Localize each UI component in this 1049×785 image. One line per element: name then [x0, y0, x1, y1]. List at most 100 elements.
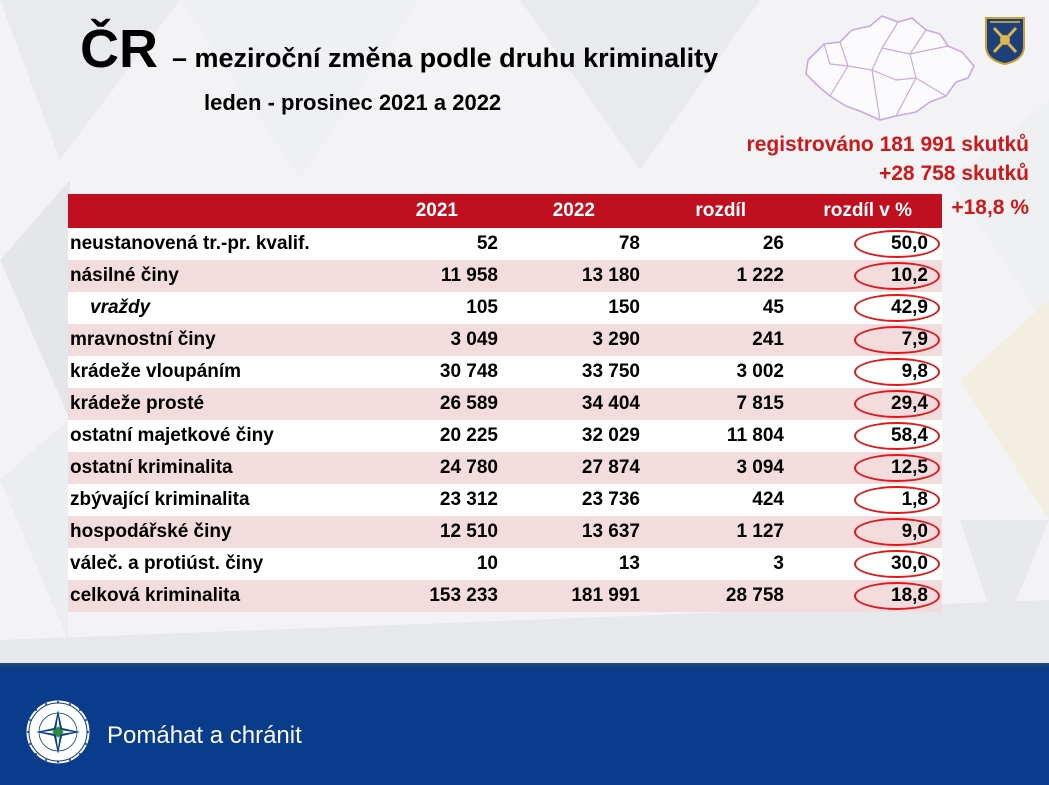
cell-2022: 3 290 — [498, 324, 640, 356]
table-row: ostatní majetkové činy 20 225 32 029 11 … — [68, 420, 942, 452]
row-label: neustanovená tr.-pr. kvalif. — [68, 228, 368, 260]
highlight-ring — [854, 262, 940, 290]
cell-difference: 1 127 — [640, 516, 784, 548]
row-label: ostatní kriminalita — [68, 452, 368, 484]
percent-value: 9,8 — [901, 361, 928, 382]
title-country: ČR — [80, 19, 158, 79]
cell-2021: 153 233 — [368, 580, 498, 612]
cell-percent: 29,4 — [784, 388, 942, 420]
cell-2021: 11 958 — [368, 260, 498, 292]
table-row: váleč. a protiúst. činy 10 13 3 30,0 — [68, 548, 942, 580]
percent-value: 9,0 — [901, 521, 928, 542]
row-label: hospodářské činy — [68, 516, 368, 548]
cell-2022: 150 — [498, 292, 640, 324]
table-row: krádeže vloupáním 30 748 33 750 3 002 9,… — [68, 356, 942, 388]
cell-2021: 30 748 — [368, 356, 498, 388]
row-label: krádeže vloupáním — [68, 356, 368, 388]
cell-2022: 13 180 — [498, 260, 640, 292]
cell-percent: 58,4 — [784, 420, 942, 452]
cell-difference: 7 815 — [640, 388, 784, 420]
row-label: ostatní majetkové činy — [68, 420, 368, 452]
cell-2021: 105 — [368, 292, 498, 324]
cell-percent: 9,0 — [784, 516, 942, 548]
cell-2022: 34 404 — [498, 388, 640, 420]
footer-divider — [0, 663, 1049, 669]
summary-block: registrováno 181 991 skutků +28 758 skut… — [747, 130, 1029, 188]
row-label: zbývající kriminalita — [68, 484, 368, 516]
table-row: ostatní kriminalita 24 780 27 874 3 094 … — [68, 452, 942, 484]
highlight-ring — [854, 422, 940, 450]
cell-percent: 50,0 — [784, 228, 942, 260]
cell-2022: 13 — [498, 548, 640, 580]
cell-difference: 28 758 — [640, 580, 784, 612]
percent-value: 12,5 — [891, 457, 928, 478]
table-row: vraždy 105 150 45 42,9 — [68, 292, 942, 324]
cell-2021: 26 589 — [368, 388, 498, 420]
table-row: neustanovená tr.-pr. kvalif. 52 78 26 50… — [68, 228, 942, 260]
percent-value: 50,0 — [891, 233, 928, 254]
cell-2022: 27 874 — [498, 452, 640, 484]
percent-value: 10,2 — [891, 265, 928, 286]
cell-difference: 3 — [640, 548, 784, 580]
cell-2021: 10 — [368, 548, 498, 580]
header-2021: 2021 — [368, 194, 498, 228]
cell-2021: 12 510 — [368, 516, 498, 548]
cell-difference: 11 804 — [640, 420, 784, 452]
percent-value: 30,0 — [891, 553, 928, 574]
police-star-logo-icon — [25, 699, 91, 765]
table-row-total: celková kriminalita 153 233 181 991 28 7… — [68, 580, 942, 612]
header-difference: rozdíl — [640, 194, 784, 228]
highlight-ring — [854, 294, 940, 322]
cell-2022: 78 — [498, 228, 640, 260]
table-row: zbývající kriminalita 23 312 23 736 424 … — [68, 484, 942, 516]
cell-2021: 20 225 — [368, 420, 498, 452]
cell-percent: 42,9 — [784, 292, 942, 324]
cell-2022: 181 991 — [498, 580, 640, 612]
table-row: násilné činy 11 958 13 180 1 222 10,2 — [68, 260, 942, 292]
percent-value: 29,4 — [891, 393, 928, 414]
header-label — [68, 194, 368, 228]
highlight-ring — [854, 358, 940, 386]
cell-2021: 23 312 — [368, 484, 498, 516]
highlight-ring — [854, 390, 940, 418]
cell-percent: 10,2 — [784, 260, 942, 292]
cell-difference: 1 222 — [640, 260, 784, 292]
highlight-ring — [854, 582, 940, 610]
cell-2021: 3 049 — [368, 324, 498, 356]
highlight-ring — [854, 230, 940, 258]
cell-difference: 3 094 — [640, 452, 784, 484]
cell-percent: 9,8 — [784, 356, 942, 388]
cell-difference: 26 — [640, 228, 784, 260]
cell-2021: 24 780 — [368, 452, 498, 484]
cell-2022: 33 750 — [498, 356, 640, 388]
row-label: váleč. a protiúst. činy — [68, 548, 368, 580]
highlight-ring — [854, 454, 940, 482]
percent-value: 18,8 — [891, 585, 928, 606]
table-row: krádeže prosté 26 589 34 404 7 815 29,4 — [68, 388, 942, 420]
percent-value: 58,4 — [891, 425, 928, 446]
row-label: násilné činy — [68, 260, 368, 292]
header-2022: 2022 — [498, 194, 640, 228]
row-label: krádeže prosté — [68, 388, 368, 420]
cell-difference: 424 — [640, 484, 784, 516]
table-header-row: 2021 2022 rozdíl rozdíl v % — [68, 194, 942, 228]
cell-percent: 18,8 — [784, 580, 942, 612]
table-row: hospodářské činy 12 510 13 637 1 127 9,0 — [68, 516, 942, 548]
header-difference-percent: rozdíl v % — [784, 194, 942, 228]
percent-value: 7,9 — [901, 329, 928, 350]
summary-percent: +18,8 % — [951, 196, 1029, 219]
highlight-ring — [854, 518, 940, 546]
police-directorate-emblem-icon — [985, 17, 1025, 66]
highlight-ring — [854, 550, 940, 578]
cell-percent: 12,5 — [784, 452, 942, 484]
percent-value: 1,8 — [901, 489, 928, 510]
czech-regions-map-icon — [805, 15, 975, 121]
cell-difference: 3 002 — [640, 356, 784, 388]
highlight-ring — [854, 326, 940, 354]
cell-percent: 7,9 — [784, 324, 942, 356]
cell-2021: 52 — [368, 228, 498, 260]
cell-percent: 1,8 — [784, 484, 942, 516]
row-label: mravnostní činy — [68, 324, 368, 356]
table-row: mravnostní činy 3 049 3 290 241 7,9 — [68, 324, 942, 356]
summary-registered: registrováno 181 991 skutků — [746, 133, 1029, 156]
